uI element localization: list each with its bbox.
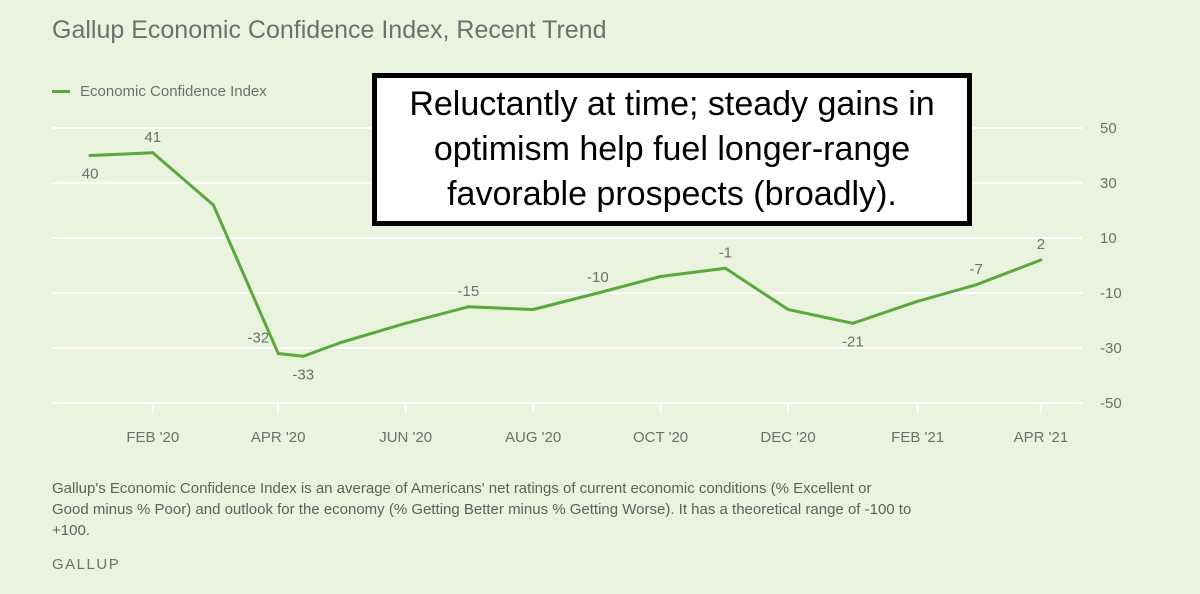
- data-label: -21: [842, 333, 864, 350]
- data-point: [211, 203, 215, 207]
- data-point: [1039, 258, 1043, 262]
- x-tick-label: JUN '20: [379, 429, 432, 446]
- data-point: [916, 299, 920, 303]
- data-point: [723, 266, 727, 270]
- data-point: [531, 308, 535, 311]
- y-tick-label: -10: [1100, 285, 1122, 302]
- y-tick-label: -50: [1100, 395, 1122, 412]
- y-tick-label: 50: [1100, 120, 1117, 137]
- data-point: [301, 354, 305, 358]
- data-label: -7: [969, 261, 982, 278]
- source-label: GALLUP: [52, 556, 121, 573]
- data-label: -1: [719, 244, 732, 261]
- x-tick-label: FEB '20: [126, 429, 179, 446]
- data-point: [404, 321, 408, 325]
- callout-text: Reluctantly at time; steady gains in opt…: [409, 85, 935, 213]
- data-point: [466, 305, 470, 309]
- data-label: -15: [457, 283, 479, 300]
- data-point: [151, 151, 155, 155]
- legend-label: Economic Confidence Index: [80, 83, 267, 100]
- x-tick-label: DEC '20: [760, 429, 815, 446]
- footnote: Gallup's Economic Confidence Index is an…: [52, 480, 912, 539]
- data-point: [786, 308, 790, 311]
- x-tick-label: APR '20: [251, 429, 306, 446]
- data-label: 41: [144, 129, 161, 146]
- callout-box: Reluctantly at time; steady gains in opt…: [372, 73, 972, 226]
- x-tick-label: OCT '20: [633, 429, 688, 446]
- data-point: [659, 275, 663, 278]
- y-tick-label: 30: [1100, 175, 1117, 192]
- data-point: [88, 154, 92, 157]
- legend-swatch: [52, 90, 70, 93]
- data-label: -10: [587, 269, 609, 286]
- data-label: 2: [1037, 236, 1045, 253]
- y-tick-label: -30: [1100, 340, 1122, 357]
- x-tick-label: AUG '20: [505, 429, 561, 446]
- line-chart: 50 30 10 -10 -30 -50 FEB '20 APR '20 JUN '20 AUG …: [52, 120, 1122, 446]
- data-point: [339, 341, 343, 344]
- chart-title: Gallup Economic Confidence Index, Recent…: [52, 16, 607, 44]
- data-label: -33: [292, 366, 314, 383]
- data-point: [276, 352, 280, 355]
- x-tick-label: FEB '21: [891, 429, 944, 446]
- data-label: -32: [247, 330, 269, 347]
- x-tick-label: APR '21: [1014, 429, 1069, 446]
- data-point: [596, 291, 600, 295]
- y-tick-label: 10: [1100, 230, 1117, 247]
- legend: Economic Confidence Index: [52, 83, 267, 100]
- data-label: 40: [82, 166, 99, 183]
- data-point: [851, 321, 855, 325]
- data-point: [974, 283, 978, 287]
